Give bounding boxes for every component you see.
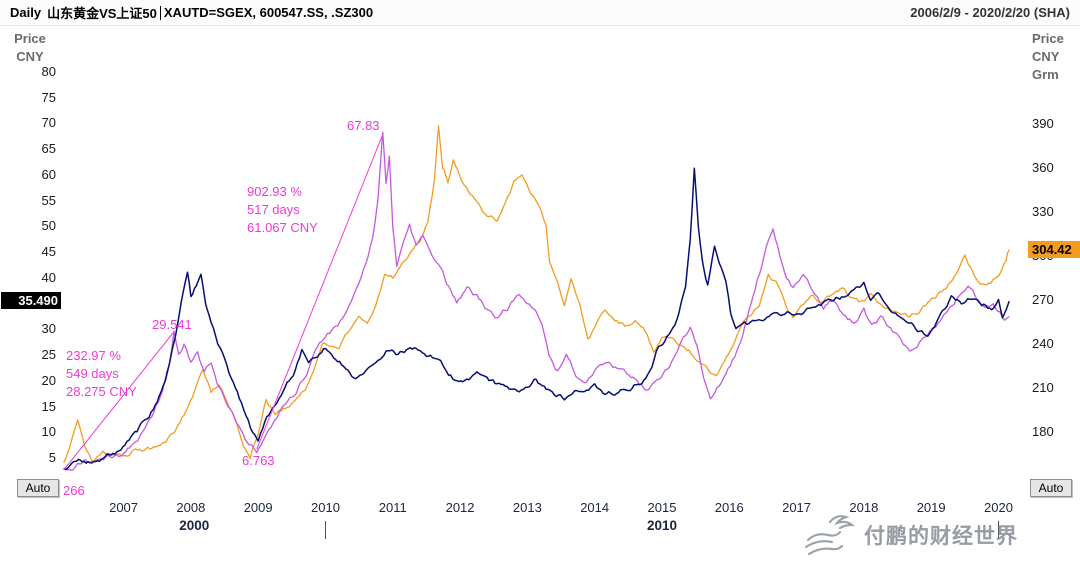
right-axis-title: Price CNY Grm (1032, 30, 1078, 84)
series-XAUTD=SGEX (63, 125, 1010, 464)
left-axis-title-line1: Price (14, 31, 46, 46)
trendline[interactable] (63, 331, 175, 471)
left-last-value-badge: 35.490 (1, 292, 61, 310)
right-last-value-badge: 304.42 (1028, 240, 1080, 258)
symbol-list[interactable]: XAUTD=SGEX, 600547.SS, .SZ300 (163, 5, 374, 20)
right-axis-title-line1: Price (1032, 31, 1064, 46)
left-axis-title-line2: CNY (16, 49, 44, 64)
series-.SZ300 (63, 167, 1010, 471)
left-auto-scale-button[interactable]: Auto (17, 479, 59, 497)
series-600547.SS (63, 131, 1010, 472)
watermark-text: 付鹏的财经世界 (864, 525, 1018, 548)
trendline[interactable] (256, 134, 384, 450)
chart-header: Daily 山东黄金VS上证50 XAUTD=SGEX, 600547.SS, … (0, 0, 1080, 26)
left-axis-title: Price CNY (0, 30, 60, 66)
right-axis-title-line3: Grm (1032, 67, 1059, 82)
watermark: 付鹏的财经世界 (802, 512, 1018, 558)
right-axis-title-line2: CNY (1032, 49, 1060, 64)
text-cursor (159, 5, 161, 20)
chart-title[interactable]: 山东黄金VS上证50 (47, 6, 157, 21)
right-auto-scale-button[interactable]: Auto (1030, 479, 1072, 497)
watermark-logo-icon (804, 515, 856, 556)
date-range: 2006/2/9 - 2020/2/20 (SHA) (910, 5, 1070, 20)
timeframe-label[interactable]: Daily (10, 5, 42, 20)
